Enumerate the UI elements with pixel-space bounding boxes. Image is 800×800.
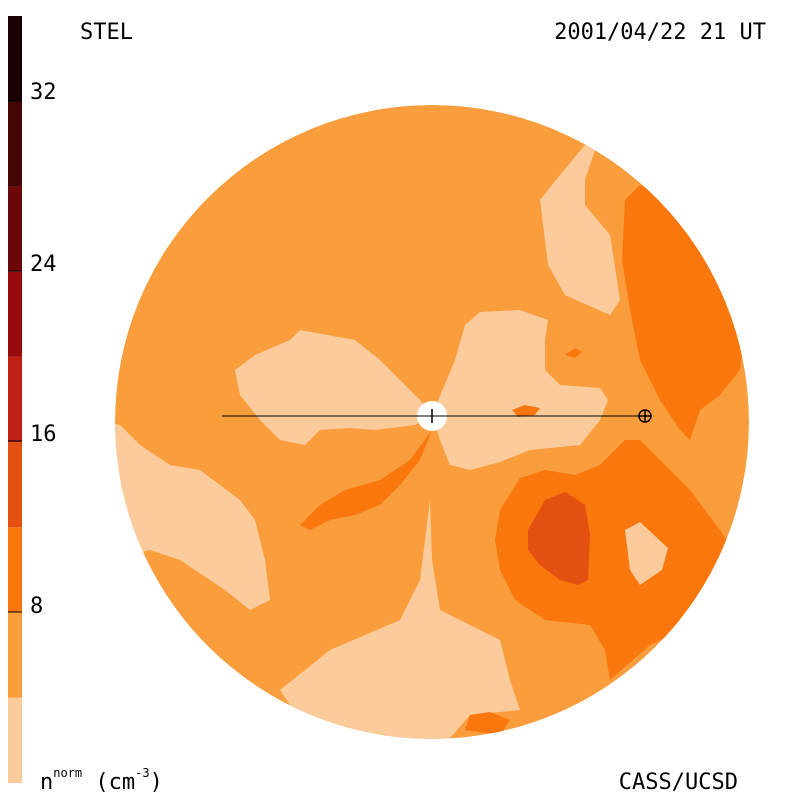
colorbar-segment-3 [8, 442, 22, 528]
density-level-4-region [528, 492, 590, 585]
density-level-1-region [432, 310, 608, 470]
density-level-1-region [540, 135, 620, 315]
observatory-label: STEL [80, 20, 133, 45]
color-bar [8, 16, 22, 783]
color-bar-ticks [8, 100, 22, 613]
colorbar-tick-label-24: 24 [30, 252, 57, 277]
colorbar-segment-4 [8, 356, 22, 443]
colorbar-segment-5 [8, 271, 22, 357]
unit-base: n [40, 770, 54, 795]
colorbar-segment-6 [8, 186, 22, 272]
colorbar-tick-label-8: 8 [30, 594, 44, 619]
timestamp-label: 2001/04/22 21 UT [554, 20, 766, 45]
density-level-1-region [280, 500, 520, 739]
colorbar-tick-label-16: 16 [30, 422, 57, 447]
density-level-1-region [625, 522, 668, 585]
earth-icon [638, 409, 652, 423]
colorbar-tick-label-32: 32 [30, 80, 57, 105]
unit-exponent: -3 [135, 766, 150, 780]
credit-label: CASS/UCSD [618, 770, 738, 795]
density-level-3-region [565, 348, 582, 358]
unit-label: nnorm (cm-3) [40, 767, 163, 794]
sky-disk [115, 105, 749, 739]
density-level-1-region [115, 420, 270, 610]
colorbar-segment-1 [8, 612, 22, 698]
density-level-3-region [622, 185, 745, 440]
colorbar-segment-7 [8, 101, 22, 187]
unit-close: ) [149, 770, 163, 795]
density-level-3-region [465, 712, 510, 735]
density-level-3-region [512, 405, 540, 417]
colorbar-segment-2 [8, 527, 22, 613]
unit-suffix: (cm [95, 770, 136, 795]
unit-superscript: norm [53, 766, 83, 780]
colorbar-segment-0 [8, 697, 22, 783]
density-level-3-region [300, 430, 432, 530]
colorbar-segment-8 [8, 16, 22, 102]
